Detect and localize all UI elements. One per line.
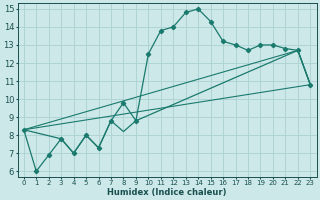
X-axis label: Humidex (Indice chaleur): Humidex (Indice chaleur)	[107, 188, 227, 197]
